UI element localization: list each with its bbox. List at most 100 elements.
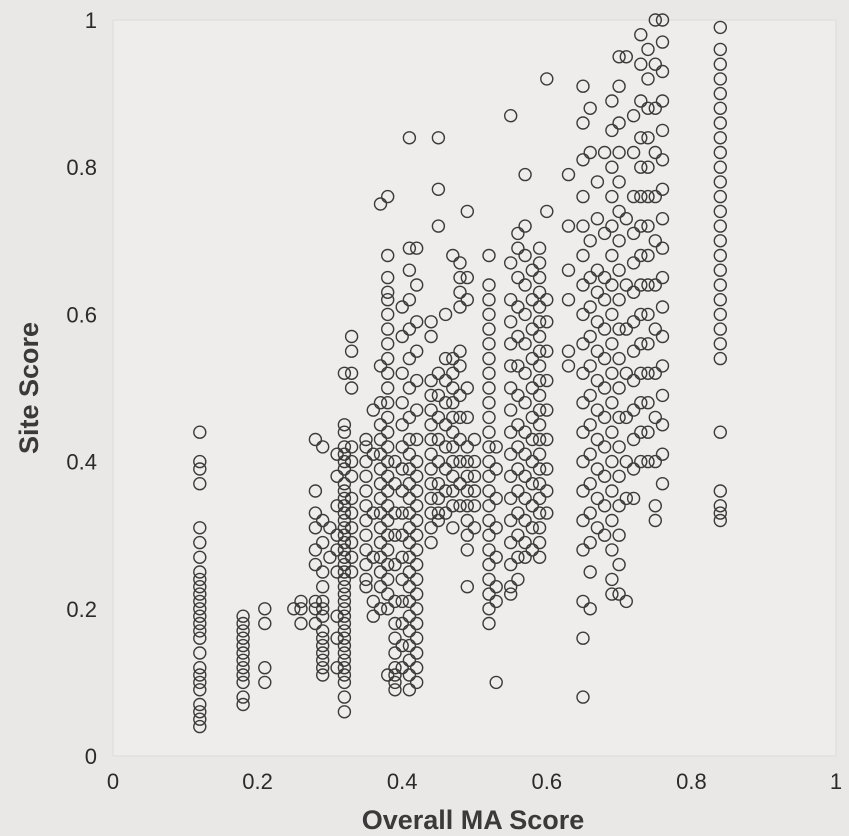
data-point [236, 609, 250, 623]
data-point [511, 388, 525, 403]
data-point [453, 388, 467, 403]
data-point [713, 307, 727, 322]
data-point [648, 513, 662, 528]
data-point [294, 602, 308, 616]
data-point [337, 521, 352, 535]
data-point [489, 491, 503, 506]
data-point [373, 521, 388, 535]
data-point [193, 477, 207, 491]
data-point [424, 535, 438, 550]
data-point [193, 572, 207, 587]
data-point [316, 580, 330, 594]
data-point [540, 293, 554, 307]
data-point [460, 499, 474, 513]
data-point [381, 528, 395, 542]
data-point [634, 248, 648, 263]
data-point [236, 616, 250, 631]
data-point [713, 101, 727, 116]
data-point [308, 557, 323, 572]
data-point [655, 13, 670, 27]
data-point [402, 263, 417, 277]
data-point [337, 499, 352, 513]
data-point [193, 705, 207, 719]
data-point [605, 248, 619, 263]
data-point [460, 513, 474, 528]
data-point [597, 351, 612, 366]
data-point [402, 609, 417, 623]
data-point [634, 396, 648, 410]
data-point [540, 344, 554, 358]
data-point [518, 425, 532, 439]
data-point [583, 101, 597, 116]
data-point [619, 211, 633, 226]
data-point [518, 307, 532, 322]
data-point [576, 366, 590, 380]
data-point [402, 653, 417, 667]
data-point [460, 454, 474, 469]
data-point [438, 418, 453, 432]
data-point [410, 344, 424, 358]
data-point [467, 499, 482, 513]
data-point [388, 557, 402, 572]
data-point [193, 631, 207, 645]
data-point [583, 506, 597, 520]
data-point [532, 300, 547, 314]
data-point [366, 506, 380, 520]
data-point [395, 528, 409, 542]
data-point [612, 557, 626, 572]
data-point [504, 359, 518, 373]
data-point [431, 432, 446, 447]
data-point [453, 432, 467, 447]
data-point [634, 131, 648, 145]
data-point [605, 160, 619, 174]
data-point [605, 219, 619, 233]
data-point [576, 513, 590, 528]
data-point [626, 432, 641, 447]
data-point [648, 234, 662, 248]
data-point [395, 550, 409, 564]
data-point [612, 175, 626, 189]
data-point [344, 454, 359, 469]
data-point [359, 484, 373, 498]
data-point [193, 454, 207, 469]
data-point [641, 131, 655, 145]
data-point [337, 580, 352, 594]
data-point [576, 337, 590, 351]
data-point [359, 513, 373, 528]
data-point [655, 329, 670, 344]
data-point [410, 241, 424, 255]
data-point [467, 469, 482, 483]
data-point [612, 50, 626, 64]
data-point [713, 86, 727, 101]
data-point [402, 506, 417, 520]
data-point [641, 396, 655, 410]
data-point [431, 388, 446, 403]
data-point [438, 307, 453, 322]
data-point [525, 410, 539, 425]
data-point [489, 462, 503, 476]
data-point [511, 462, 525, 476]
data-point [395, 661, 409, 675]
data-point [431, 410, 446, 425]
data-point [410, 484, 424, 498]
data-point [337, 535, 352, 550]
data-point [431, 131, 446, 145]
data-point [655, 418, 670, 432]
data-point [410, 646, 424, 660]
data-point [648, 278, 662, 292]
data-point [236, 653, 250, 667]
data-point [612, 293, 626, 307]
data-point [532, 285, 547, 299]
data-point [236, 690, 250, 704]
data-point [193, 580, 207, 594]
data-point [713, 116, 727, 130]
y-tick-label: 0.8 [66, 155, 97, 180]
data-point [316, 440, 330, 454]
data-point [482, 307, 496, 322]
data-point [713, 425, 727, 439]
data-point [511, 572, 525, 587]
data-point [402, 565, 417, 579]
data-point [193, 535, 207, 550]
data-point [540, 462, 554, 476]
data-points [193, 13, 727, 734]
